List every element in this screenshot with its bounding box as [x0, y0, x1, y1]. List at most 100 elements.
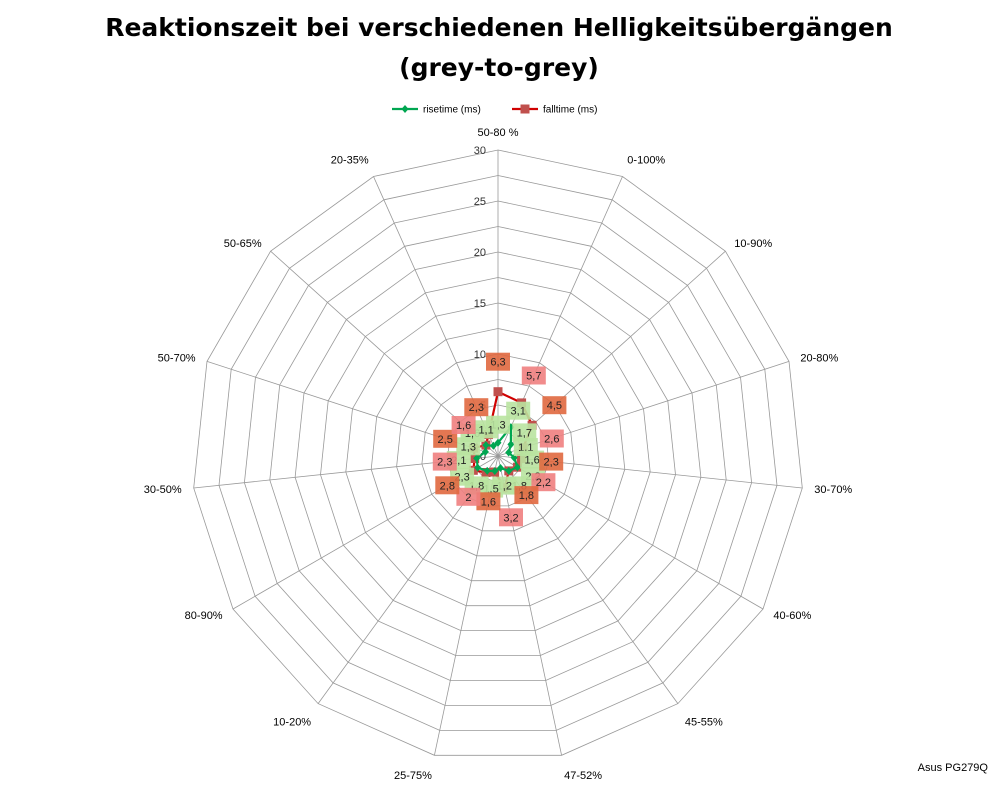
grid-ring	[396, 353, 600, 557]
legend: risetime (ms) falltime (ms)	[392, 104, 597, 116]
risetime-point	[474, 463, 482, 472]
falltime-data-label-bg	[542, 396, 567, 415]
grid-ring	[193, 149, 803, 756]
radial-tick-label: 30	[474, 145, 486, 157]
risetime-data-label-text: 1,6	[524, 455, 539, 467]
risetime-point	[513, 463, 521, 472]
risetime-data-label: 3,1	[506, 401, 531, 420]
falltime-data-label-bg	[435, 476, 460, 495]
category-label: 0-100%	[627, 155, 665, 167]
risetime-data-label-bg	[520, 450, 545, 469]
falltime-data-label: 2,3	[464, 398, 489, 417]
risetime-data-label: 1,7	[512, 423, 537, 442]
risetime-point	[489, 441, 497, 450]
falltime-data-label-text: 2,6	[544, 434, 559, 446]
falltime-data-label-bg	[476, 492, 501, 511]
falltime-data-label-bg	[499, 508, 523, 527]
falltime-data-label-bg	[514, 486, 539, 505]
risetime-data-label-text: 1,7	[517, 427, 532, 439]
data-labels: 1,33,11,71,11,62,21,81,21,51,82,32,11,31…	[432, 352, 567, 527]
grid-ring	[320, 277, 676, 631]
grid-ring	[269, 226, 727, 681]
grid-ring	[218, 175, 778, 731]
radial-tick-label: 20	[474, 247, 486, 259]
falltime-data-label-text: 2,3	[437, 457, 452, 469]
falltime-data-label: 2,3	[539, 452, 564, 471]
falltime-data-label: 1,6	[476, 492, 501, 511]
radial-tick-label: 0	[480, 451, 486, 463]
falltime-data-label: 2,5	[433, 429, 458, 448]
risetime-point	[473, 454, 481, 463]
category-label: 50-80 %	[478, 127, 519, 139]
radar-grid	[193, 149, 803, 756]
category-label: 30-70%	[814, 484, 852, 496]
grid-spoke	[497, 455, 562, 756]
risetime-point	[491, 467, 499, 475]
legend-item-risetime: risetime (ms)	[392, 105, 481, 116]
falltime-data-label-text: 2,8	[440, 480, 455, 492]
grid-ring	[294, 251, 702, 656]
falltime-data-label-text: 5,7	[526, 371, 541, 383]
falltime-data-label-bg	[456, 487, 481, 506]
falltime-data-label-bg	[464, 398, 489, 417]
legend-label: falltime (ms)	[543, 105, 597, 116]
legend-item-falltime: falltime (ms)	[512, 104, 597, 116]
category-label: 45-55%	[685, 716, 723, 728]
grid-ring	[370, 328, 626, 582]
falltime-data-label-text: 2,5	[438, 434, 453, 446]
falltime-data-label: 2,6	[539, 429, 564, 448]
risetime-point	[505, 466, 513, 475]
falltime-data-label-bg	[433, 429, 458, 448]
category-label: 47-52%	[564, 770, 602, 782]
legend-marker	[520, 104, 530, 114]
falltime-data-label: 2	[456, 487, 481, 506]
category-label: 50-65%	[224, 238, 262, 250]
falltime-data-label-text: 2,2	[536, 477, 551, 489]
falltime-data-label-text: 4,5	[547, 400, 562, 412]
risetime-point	[507, 440, 515, 449]
falltime-data-label-bg	[521, 366, 546, 385]
falltime-point	[493, 387, 503, 397]
radial-tick-label: 15	[474, 298, 486, 310]
legend-label: risetime (ms)	[423, 105, 481, 116]
risetime-data-label: 1,6	[520, 450, 545, 469]
falltime-data-label-bg	[451, 416, 476, 434]
category-label: 10-20%	[273, 716, 311, 728]
risetime-data-label-bg	[474, 420, 499, 439]
falltime-data-label-text: 1,8	[519, 490, 534, 502]
falltime-data-label: 6,3	[486, 352, 510, 371]
risetime-point	[505, 448, 513, 457]
falltime-data-label: 5,7	[521, 366, 546, 385]
risetime-point	[483, 466, 491, 475]
legend-marker	[401, 105, 409, 113]
grid-ring	[421, 379, 575, 532]
falltime-data-label: 4,5	[542, 396, 567, 415]
risetime-data-label-text: 1,3	[461, 441, 476, 453]
falltime-data-label-bg	[486, 352, 510, 371]
falltime-data-label-text: 2	[465, 492, 471, 504]
risetime-data-label-bg	[506, 401, 531, 420]
falltime-data-label: 1,8	[514, 486, 539, 505]
falltime-data-label-bg	[432, 452, 457, 471]
risetime-data-label-bg	[512, 423, 537, 442]
category-label: 10-90%	[734, 238, 772, 250]
chart-title-line-2: (grey-to-grey)	[399, 53, 599, 82]
risetime-point	[482, 441, 490, 450]
category-label: 25-75%	[394, 770, 432, 782]
radial-tick-label: 25	[474, 196, 486, 208]
falltime-data-label: 1,6	[451, 416, 476, 434]
grid-ring	[243, 200, 753, 706]
falltime-data-label-bg	[539, 429, 564, 448]
falltime-data-label: 2,8	[435, 476, 460, 495]
falltime-data-label-text: 3,2	[503, 512, 518, 524]
grid-ring	[345, 302, 651, 607]
falltime-data-label-text: 1,6	[456, 420, 471, 432]
watermark-text: Asus PG279Q	[917, 762, 988, 774]
category-label: 40-60%	[773, 610, 811, 622]
falltime-data-label-text: 6,3	[490, 357, 505, 369]
falltime-data-label-bg	[539, 452, 564, 471]
category-label: 20-80%	[800, 353, 838, 365]
falltime-data-label: 2,3	[432, 452, 457, 471]
falltime-data-label-text: 2,3	[469, 402, 484, 414]
